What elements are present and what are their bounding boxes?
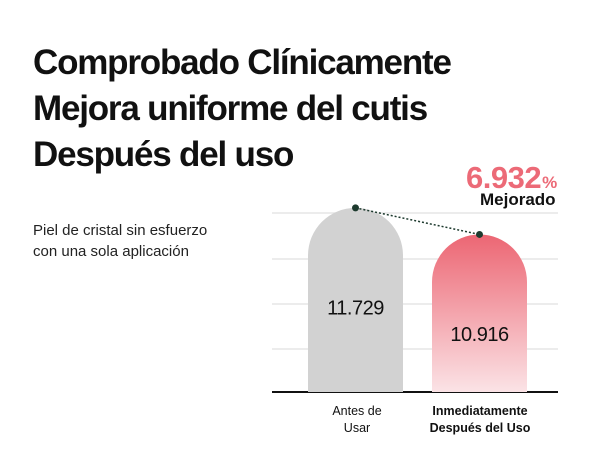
- percent-unit: %: [542, 173, 557, 192]
- data-label: 10.916: [450, 324, 509, 346]
- improvement-value: 6.932: [466, 160, 542, 195]
- category-label-line: Antes de: [332, 404, 382, 418]
- connector-dot: [352, 204, 359, 212]
- page-title: Comprobado Clínicamente Mejora uniforme …: [33, 40, 452, 178]
- category-label-before: Antes de Usar: [287, 403, 427, 437]
- connector-line: [355, 207, 480, 236]
- category-label-line: Usar: [343, 421, 371, 435]
- subtitle: Piel de cristal sin esfuerzo con una sol…: [33, 220, 207, 262]
- bar-before: [308, 207, 403, 392]
- improvement-percent: 6.932%: [466, 160, 557, 196]
- improvement-label: Mejorado: [480, 190, 556, 209]
- connector-dot: [476, 230, 483, 238]
- title-line-3: Después del uso: [33, 135, 294, 174]
- title-line-1: Comprobado Clínicamente: [33, 43, 452, 82]
- data-label: 11.729: [327, 297, 384, 319]
- subtitle-line-1: Piel de cristal sin esfuerzo: [33, 222, 208, 239]
- category-label-line: Inmediatamente: [432, 404, 528, 418]
- bar-after: [432, 234, 527, 392]
- category-label-line: Después del Uso: [429, 421, 531, 435]
- category-label-after: Inmediatamente Después del Uso: [410, 403, 550, 437]
- subtitle-line-2: con una sola aplicación: [33, 243, 189, 260]
- title-line-2: Mejora uniforme del cutis: [33, 89, 428, 128]
